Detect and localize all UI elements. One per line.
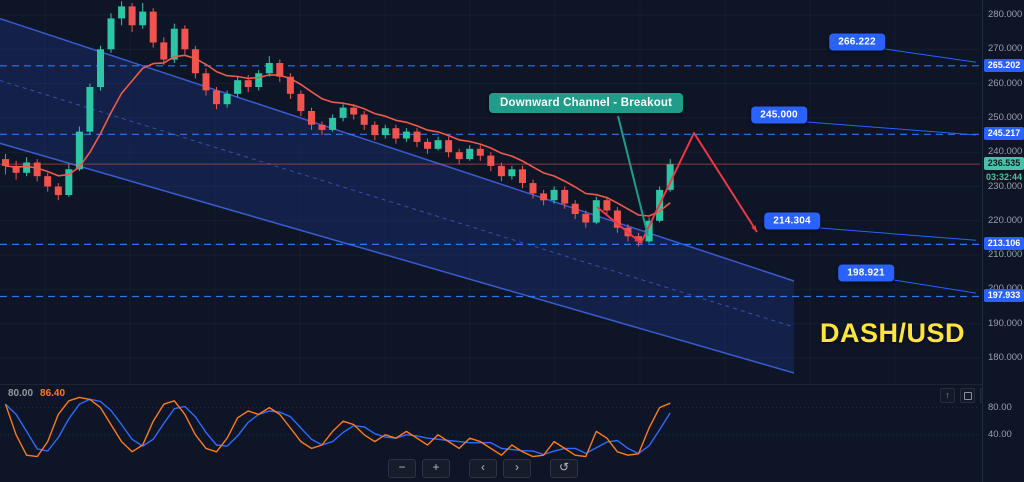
price-tick: 200.000 <box>988 284 1022 294</box>
oscillator-tick: 80.00 <box>988 401 1012 413</box>
pane-maximize-button[interactable] <box>960 388 975 403</box>
price-tick: 190.000 <box>988 317 1023 329</box>
price-tick: 230.000 <box>988 180 1023 192</box>
price-axis[interactable]: 236.535 03:32:44 280.000 270.000 260.000 25… <box>982 0 1024 482</box>
chart-navigation-toolbar: − + ‹ › ↺ <box>388 459 578 478</box>
price-level-badge: 197.933 <box>984 289 1024 303</box>
reset-view-button[interactable]: ↺ <box>550 459 578 478</box>
oscillator-values-label: 80.00 86.40 <box>8 388 65 399</box>
scroll-left-button[interactable]: ‹ <box>469 459 497 478</box>
price-tick: 210.000 <box>988 249 1023 261</box>
maximize-icon <box>963 391 972 400</box>
scroll-right-button[interactable]: › <box>503 459 531 478</box>
price-level-badge: 245.217 <box>984 127 1024 141</box>
zoom-out-button[interactable]: − <box>388 459 416 478</box>
zoom-in-button[interactable]: + <box>422 459 450 478</box>
price-tick: 260.000 <box>988 77 1023 89</box>
breakout-callout-label[interactable]: Downward Channel - Breakout <box>489 93 684 113</box>
price-tick: 250.000 <box>988 111 1023 123</box>
chart-canvas[interactable] <box>0 0 982 482</box>
pane-move-up-button[interactable]: ↑ <box>940 388 955 403</box>
price-tick: 220.000 <box>988 214 1023 226</box>
oscillator-value: 86.40 <box>40 388 66 399</box>
candle-countdown-badge: 03:32:44 <box>984 171 1024 184</box>
price-tick: 270.000 <box>988 43 1023 55</box>
price-tick: 240.000 <box>988 146 1023 158</box>
price-tick: 180.000 <box>988 352 1023 363</box>
symbol-watermark: DASH/USD <box>820 318 966 348</box>
alert-price-label[interactable]: 266.222 <box>829 33 885 51</box>
price-level-badge: 265.202 <box>984 58 1024 72</box>
last-price-badge: 236.535 <box>984 157 1024 170</box>
price-level-badge: 213.106 <box>984 237 1024 251</box>
alert-price-label[interactable]: 198.921 <box>838 264 894 282</box>
alert-price-label[interactable]: 214.304 <box>764 212 820 230</box>
oscillator-tick: 40.00 <box>988 428 1012 440</box>
price-tick: 280.000 <box>988 9 1023 20</box>
alert-price-label[interactable]: 245.000 <box>751 106 807 124</box>
oscillator-value: 80.00 <box>8 388 34 399</box>
